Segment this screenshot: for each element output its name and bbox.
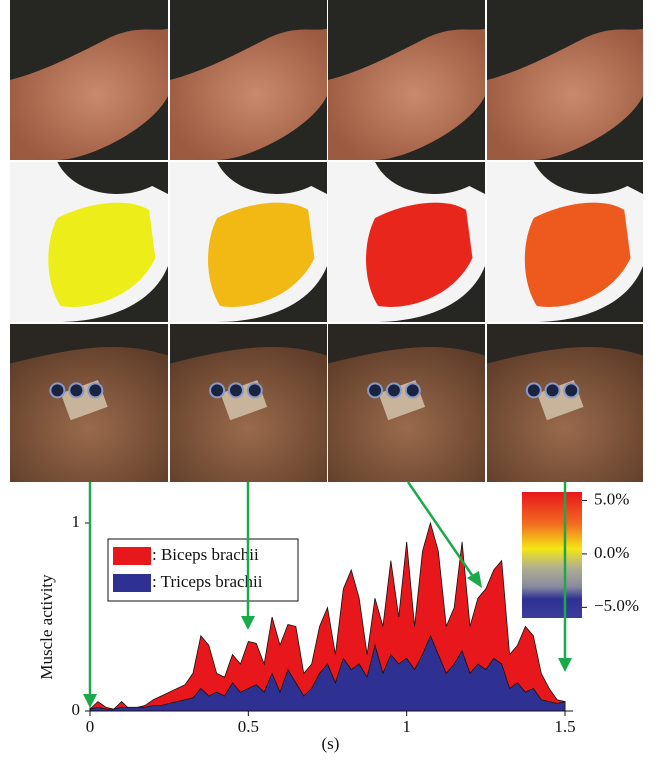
electrode <box>527 383 541 397</box>
x-axis-label: (s) <box>322 734 340 753</box>
photo <box>487 324 643 482</box>
arm <box>328 347 485 482</box>
colorbar-label: −5.0% <box>594 596 639 615</box>
electrode <box>229 383 243 397</box>
figure: 0 0.5 1 1.5 0 1 (s) Muscle activity : Biceps bra… <box>0 0 658 760</box>
colorbar-label: 5.0% <box>594 489 629 508</box>
arm <box>170 347 327 482</box>
x-tick-label: 1.5 <box>554 717 575 736</box>
electrode <box>546 383 560 397</box>
legend-label: : Triceps brachii <box>152 572 263 591</box>
electrode <box>368 383 382 397</box>
electrode <box>210 383 224 397</box>
chart: 0 0.5 1 1.5 0 1 (s) Muscle activity : Biceps bra… <box>37 489 639 752</box>
y-tick-label: 0 <box>72 700 81 719</box>
legend-swatch <box>113 574 151 592</box>
photo <box>10 162 168 322</box>
photo <box>487 162 643 322</box>
electrode <box>88 383 102 397</box>
photo-grid <box>10 0 643 482</box>
x-tick-label: 1 <box>402 717 411 736</box>
legend-swatch <box>113 547 151 565</box>
electrode <box>248 383 262 397</box>
photo <box>170 162 327 322</box>
electrode <box>50 383 64 397</box>
photo <box>328 162 485 322</box>
electrode <box>406 383 420 397</box>
arm <box>10 347 168 482</box>
colorbar <box>522 492 582 618</box>
y-tick-label: 1 <box>72 512 81 531</box>
colorbar-label: 0.0% <box>594 543 629 562</box>
y-axis-label: Muscle activity <box>37 574 56 680</box>
photo <box>328 324 485 482</box>
x-tick-label: 0 <box>86 717 95 736</box>
electrode <box>564 383 578 397</box>
photo <box>170 0 327 160</box>
photo <box>487 0 643 160</box>
electrode <box>69 383 83 397</box>
photo <box>10 0 168 160</box>
legend-label: : Biceps brachii <box>152 545 259 564</box>
photo <box>328 0 485 160</box>
electrode <box>387 383 401 397</box>
photo <box>10 324 168 482</box>
arm <box>487 347 643 482</box>
x-tick-label: 0.5 <box>238 717 259 736</box>
photo <box>170 324 327 482</box>
